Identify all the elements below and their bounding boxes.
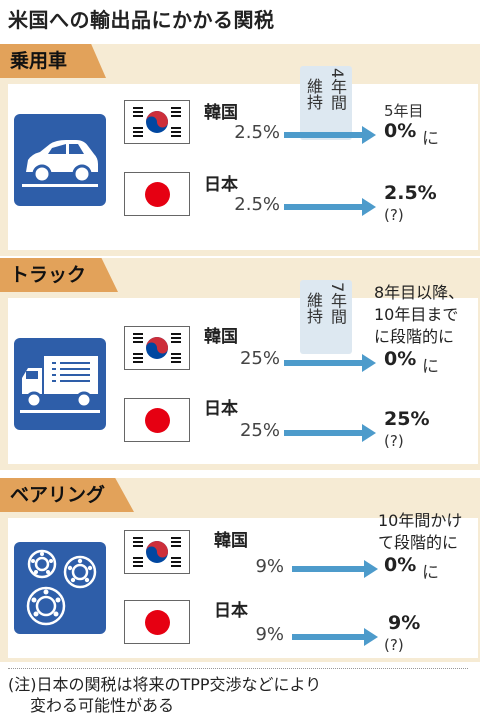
korea-rate: 9% — [255, 556, 284, 577]
korea-rate: 2.5% — [234, 122, 280, 143]
japan-result-note: (?) — [384, 432, 404, 450]
footnote-line-2: 変わる可能性がある — [30, 696, 175, 715]
korea-desc-1: 10年間かけ — [378, 511, 463, 530]
car-icon — [14, 114, 106, 206]
japan-result-note: (?) — [384, 636, 404, 654]
korea-result-suffix: に — [422, 357, 439, 377]
section-truck: トラック — [0, 258, 480, 470]
japan-result: 2.5% — [384, 182, 437, 204]
korea-label: 韓国 — [204, 103, 238, 123]
korea-desc-3: に段階的に — [374, 327, 455, 346]
korea-result: 0% — [384, 348, 417, 370]
maintain-label: 維持 — [304, 292, 323, 324]
korea-result-suffix: に — [422, 563, 439, 583]
section-panel: 韓国 25% 維持 7年間 8年目以降、 10年目まで に段階的に 0% に 日… — [8, 280, 478, 464]
page-title: 米国への輸出品にかかる関税 — [8, 8, 275, 32]
korea-arrow — [292, 560, 378, 578]
korea-result-suffix: に — [422, 129, 439, 149]
korea-desc-1: 8年目以降、 — [374, 283, 465, 302]
japan-rate: 2.5% — [234, 194, 280, 215]
section-bearing: ベアリング — [0, 478, 480, 662]
truck-icon — [14, 338, 106, 430]
japan-flag — [124, 398, 190, 442]
japan-flag — [124, 172, 190, 216]
japan-arrow — [284, 424, 376, 442]
footnote: (注)日本の関税は将来のTPP交渉などにより 変わる可能性がある — [8, 674, 321, 716]
footnote-divider — [8, 668, 468, 669]
korea-flag — [124, 326, 190, 370]
japan-result-note: (?) — [384, 206, 404, 224]
maintain-years: 7年間 — [328, 282, 347, 325]
korea-arrow — [284, 126, 376, 144]
japan-rate: 25% — [239, 420, 280, 441]
section-panel: 韓国 9% 10年間かけ て段階的に 0% に 日本 9% 9% (?) — [8, 511, 478, 658]
maintain-years: 4年間 — [328, 68, 347, 111]
maintain-badge: 維持 7年間 — [300, 280, 352, 354]
maintain-badge: 維持 4年間 — [300, 66, 352, 140]
japan-label: 日本 — [204, 175, 238, 195]
japan-label: 日本 — [204, 399, 238, 419]
korea-flag — [124, 530, 190, 574]
maintain-label: 維持 — [304, 78, 323, 110]
japan-flag — [124, 600, 190, 644]
korea-result-prefix: 5年目 — [384, 102, 424, 120]
japan-arrow — [284, 198, 376, 216]
japan-result: 25% — [384, 408, 430, 430]
japan-rate: 9% — [255, 624, 284, 645]
section-label: トラック — [0, 258, 118, 292]
section-label: ベアリング — [0, 478, 134, 512]
korea-label: 韓国 — [214, 531, 248, 551]
japan-label: 日本 — [214, 601, 248, 621]
korea-rate: 25% — [239, 348, 280, 369]
section-label: 乗用車 — [0, 44, 106, 78]
japan-arrow — [292, 628, 378, 646]
bearing-icon — [14, 542, 106, 634]
korea-desc-2: 10年目まで — [374, 305, 459, 324]
korea-arrow — [284, 354, 376, 372]
section-panel: 韓国 2.5% 維持 4年間 5年目 0% に 日本 2.5% 2.5% (?) — [8, 66, 478, 250]
korea-result: 0% — [384, 120, 417, 142]
korea-label: 韓国 — [204, 327, 238, 347]
section-passenger-car: 乗用車 韓国 2.5% 維持 — [0, 44, 480, 256]
footnote-line-1: (注)日本の関税は将来のTPP交渉などにより — [8, 675, 322, 694]
korea-desc-2: て段階的に — [378, 533, 459, 552]
korea-flag — [124, 100, 190, 144]
korea-result: 0% — [384, 554, 417, 576]
japan-result: 9% — [388, 612, 421, 634]
